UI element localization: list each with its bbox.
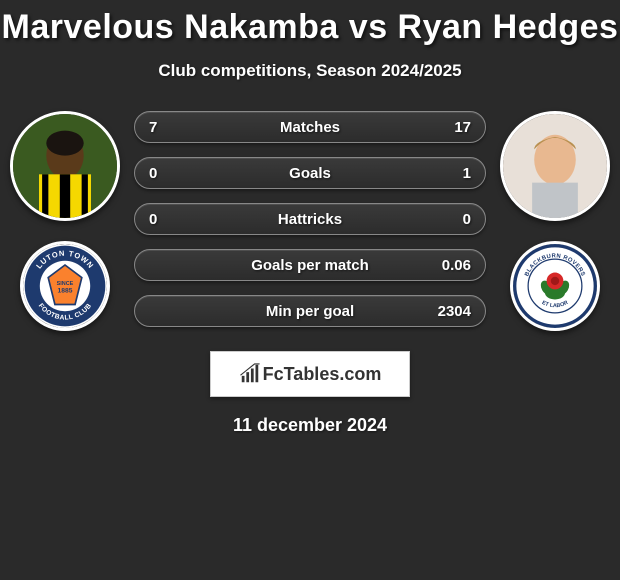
stat-label: Hattricks <box>219 211 401 228</box>
comparison-body: SINCE1885LUTON TOWNFOOTBALL CLUB 7Matche… <box>0 111 620 331</box>
club-right-crest: BLACKBURN ROVERSET LABOR <box>510 241 600 331</box>
stat-left-value: 0 <box>149 211 219 228</box>
player-left-avatar <box>10 111 120 221</box>
left-column: SINCE1885LUTON TOWNFOOTBALL CLUB <box>0 111 130 331</box>
stat-right-value: 0 <box>401 211 471 228</box>
stat-label: Min per goal <box>219 303 401 320</box>
stat-label: Matches <box>219 119 401 136</box>
date-label: 11 december 2024 <box>0 415 620 436</box>
stat-left-value: 7 <box>149 119 219 136</box>
club-left-crest: SINCE1885LUTON TOWNFOOTBALL CLUB <box>20 241 110 331</box>
stats-column: 7Matches170Goals10Hattricks0Goals per ma… <box>130 111 490 327</box>
brand-text: FcTables.com <box>263 364 382 385</box>
stat-row: Min per goal2304 <box>134 295 486 327</box>
stat-right-value: 1 <box>401 165 471 182</box>
stat-label: Goals per match <box>219 257 401 274</box>
svg-text:1885: 1885 <box>58 288 73 295</box>
stat-label: Goals <box>219 165 401 182</box>
stat-row: 0Goals1 <box>134 157 486 189</box>
stat-left-value: 0 <box>149 165 219 182</box>
stat-right-value: 0.06 <box>401 257 471 274</box>
player-right-avatar <box>500 111 610 221</box>
comparison-card: Marvelous Nakamba vs Ryan Hedges Club co… <box>0 0 620 436</box>
stat-right-value: 2304 <box>401 303 471 320</box>
stat-right-value: 17 <box>401 119 471 136</box>
svg-text:SINCE: SINCE <box>57 281 74 287</box>
brand-label: FcTables.com <box>239 363 382 385</box>
page-title: Marvelous Nakamba vs Ryan Hedges <box>0 8 620 47</box>
stat-row: Goals per match0.06 <box>134 249 486 281</box>
stat-row: 0Hattricks0 <box>134 203 486 235</box>
stat-row: 7Matches17 <box>134 111 486 143</box>
brand-box: FcTables.com <box>210 351 410 397</box>
brand-chart-icon <box>239 363 261 385</box>
subtitle: Club competitions, Season 2024/2025 <box>0 61 620 81</box>
right-column: BLACKBURN ROVERSET LABOR <box>490 111 620 331</box>
